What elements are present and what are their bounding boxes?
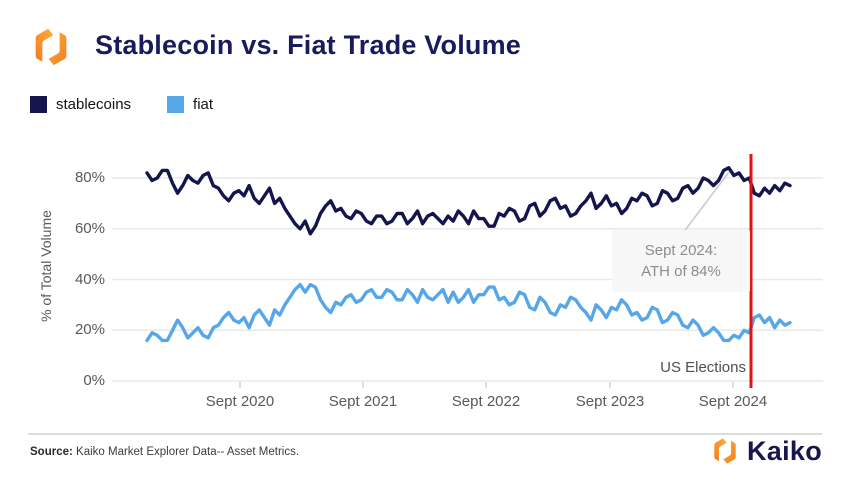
ath-annotation: Sept 2024: ATH of 84%	[612, 230, 750, 292]
legend-label-stablecoins: stablecoins	[56, 96, 132, 113]
stablecoins-swatch-icon	[30, 96, 47, 113]
y-tick-label-80%: 80%	[74, 169, 105, 186]
ath-annotation-line2: ATH of 84%	[641, 263, 721, 280]
y-tick-label-40%: 40%	[74, 270, 105, 288]
series-line-stablecoins	[145, 166, 792, 236]
brand-name: Kaiko	[746, 435, 822, 466]
y-axis-title: % of Total Volume	[38, 210, 54, 322]
x-tick-label-2: Sept 2022	[451, 393, 521, 410]
x-tick-label-0: Sept 2020	[205, 393, 275, 410]
legend-item-fiat: fiat	[167, 96, 213, 113]
fiat-swatch-icon	[167, 96, 185, 113]
y-tick-label-0%: 0%	[83, 372, 105, 389]
legend-item-stablecoins: stablecoins	[30, 96, 131, 113]
source-text: Source: Kaiko Market Explorer Data-- Ass…	[30, 446, 300, 458]
annotation-leader-line	[682, 171, 730, 234]
ath-annotation-line1: Sept 2024:	[644, 242, 718, 259]
series-line-fiat	[145, 282, 792, 343]
x-tick-label-1: Sept 2021	[328, 393, 398, 410]
footer-divider	[28, 433, 822, 435]
page-title: Stablecoin vs. Fiat Trade Volume	[95, 30, 522, 60]
us-elections-label: US Elections	[660, 359, 746, 376]
kaiko-footer-logo-icon	[714, 438, 736, 464]
y-tick-label-20%: 20%	[74, 321, 105, 339]
x-tick-label-4: Sept 2024	[698, 393, 768, 410]
kaiko-logo-icon	[35, 28, 67, 66]
y-tick-label-60%: 60%	[74, 219, 105, 237]
x-tick-label-3: Sept 2023	[575, 393, 645, 410]
source-label: Source:	[30, 446, 73, 458]
chart-legend: stablecoins fiat	[30, 96, 213, 113]
brand-lockup: Kaiko	[709, 435, 822, 467]
legend-label-fiat: fiat	[193, 96, 214, 113]
